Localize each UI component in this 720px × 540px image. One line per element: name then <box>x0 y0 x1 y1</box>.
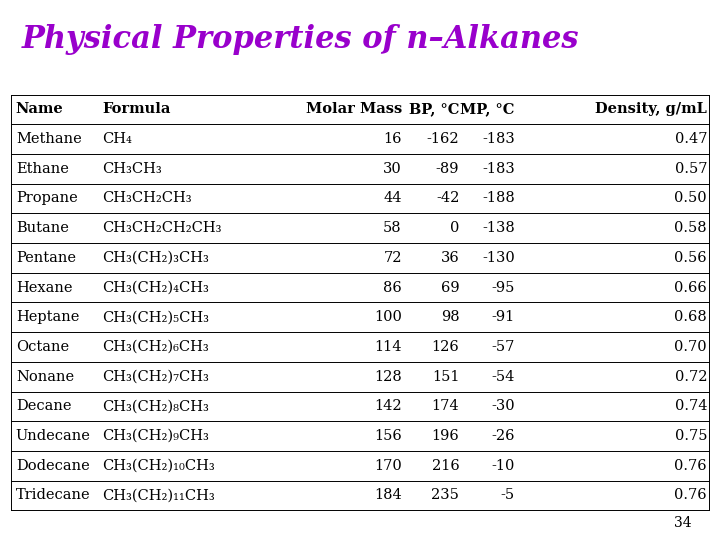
Text: CH₃(CH₂)₅CH₃: CH₃(CH₂)₅CH₃ <box>102 310 210 324</box>
Text: -130: -130 <box>482 251 515 265</box>
Text: -10: -10 <box>492 459 515 472</box>
Text: 34: 34 <box>674 516 691 530</box>
Text: Decane: Decane <box>16 400 71 413</box>
Text: CH₃(CH₂)₇CH₃: CH₃(CH₂)₇CH₃ <box>102 370 209 383</box>
Text: CH₃CH₃: CH₃CH₃ <box>102 162 162 176</box>
Text: CH₄: CH₄ <box>102 132 132 146</box>
Text: 86: 86 <box>383 281 402 294</box>
Text: -30: -30 <box>491 400 515 413</box>
Text: 196: 196 <box>431 429 459 443</box>
Text: 30: 30 <box>383 162 402 176</box>
Text: Propane: Propane <box>16 192 78 205</box>
Text: 0.70: 0.70 <box>675 340 707 354</box>
Text: Formula: Formula <box>102 103 171 116</box>
Text: 0.74: 0.74 <box>675 400 707 413</box>
Text: 0.76: 0.76 <box>675 489 707 502</box>
Text: 58: 58 <box>383 221 402 235</box>
Text: -188: -188 <box>482 192 515 205</box>
Text: 100: 100 <box>374 310 402 324</box>
Text: 44: 44 <box>383 192 402 205</box>
Text: 16: 16 <box>383 132 402 146</box>
Text: -5: -5 <box>500 489 515 502</box>
Text: CH₃(CH₂)₈CH₃: CH₃(CH₂)₈CH₃ <box>102 400 209 413</box>
Text: CH₃(CH₂)₄CH₃: CH₃(CH₂)₄CH₃ <box>102 281 209 294</box>
Text: CH₃(CH₂)₁₀CH₃: CH₃(CH₂)₁₀CH₃ <box>102 459 215 472</box>
Text: -89: -89 <box>436 162 459 176</box>
Text: -54: -54 <box>492 370 515 383</box>
Text: CH₃(CH₂)₉CH₃: CH₃(CH₂)₉CH₃ <box>102 429 209 443</box>
Text: -183: -183 <box>482 132 515 146</box>
Text: -91: -91 <box>492 310 515 324</box>
Text: 151: 151 <box>432 370 459 383</box>
Text: MP, °C: MP, °C <box>460 103 515 116</box>
Text: 170: 170 <box>374 459 402 472</box>
Text: Density, g/mL: Density, g/mL <box>595 103 707 116</box>
Text: Ethane: Ethane <box>16 162 68 176</box>
Text: CH₃(CH₂)₆CH₃: CH₃(CH₂)₆CH₃ <box>102 340 209 354</box>
Text: CH₃CH₂CH₃: CH₃CH₂CH₃ <box>102 192 192 205</box>
Text: 36: 36 <box>441 251 459 265</box>
Text: 69: 69 <box>441 281 459 294</box>
Text: -57: -57 <box>492 340 515 354</box>
Text: -138: -138 <box>482 221 515 235</box>
Text: Undecane: Undecane <box>16 429 91 443</box>
Text: 0.75: 0.75 <box>675 429 707 443</box>
Text: 126: 126 <box>431 340 459 354</box>
Text: 0.66: 0.66 <box>675 281 707 294</box>
Text: 235: 235 <box>431 489 459 502</box>
Text: 72: 72 <box>383 251 402 265</box>
Text: 216: 216 <box>431 459 459 472</box>
Text: Hexane: Hexane <box>16 281 72 294</box>
Text: CH₃(CH₂)₃CH₃: CH₃(CH₂)₃CH₃ <box>102 251 209 265</box>
Text: 0.47: 0.47 <box>675 132 707 146</box>
Text: 0.50: 0.50 <box>675 192 707 205</box>
Text: Butane: Butane <box>16 221 68 235</box>
Text: -26: -26 <box>491 429 515 443</box>
Text: BP, °C: BP, °C <box>409 103 459 116</box>
Text: 114: 114 <box>374 340 402 354</box>
Text: -95: -95 <box>492 281 515 294</box>
Text: Tridecane: Tridecane <box>16 489 91 502</box>
Text: Nonane: Nonane <box>16 370 74 383</box>
Text: 156: 156 <box>374 429 402 443</box>
Text: -183: -183 <box>482 162 515 176</box>
Text: Physical Properties of n–Alkanes: Physical Properties of n–Alkanes <box>22 24 579 55</box>
Text: 142: 142 <box>374 400 402 413</box>
Text: -42: -42 <box>436 192 459 205</box>
Text: 0.76: 0.76 <box>675 459 707 472</box>
Text: -162: -162 <box>427 132 459 146</box>
Text: CH₃(CH₂)₁₁CH₃: CH₃(CH₂)₁₁CH₃ <box>102 489 215 502</box>
Text: Pentane: Pentane <box>16 251 76 265</box>
Text: Dodecane: Dodecane <box>16 459 89 472</box>
Text: 128: 128 <box>374 370 402 383</box>
Text: Molar Mass: Molar Mass <box>305 103 402 116</box>
Text: Heptane: Heptane <box>16 310 79 324</box>
Text: 0.56: 0.56 <box>675 251 707 265</box>
Text: 0: 0 <box>450 221 459 235</box>
Text: 0.58: 0.58 <box>675 221 707 235</box>
Text: Octane: Octane <box>16 340 69 354</box>
Text: 0.57: 0.57 <box>675 162 707 176</box>
Text: CH₃CH₂CH₂CH₃: CH₃CH₂CH₂CH₃ <box>102 221 222 235</box>
Text: 0.68: 0.68 <box>675 310 707 324</box>
Text: 98: 98 <box>441 310 459 324</box>
Text: Name: Name <box>16 103 63 116</box>
Text: Methane: Methane <box>16 132 81 146</box>
Text: 184: 184 <box>374 489 402 502</box>
Text: 0.72: 0.72 <box>675 370 707 383</box>
Text: 174: 174 <box>432 400 459 413</box>
